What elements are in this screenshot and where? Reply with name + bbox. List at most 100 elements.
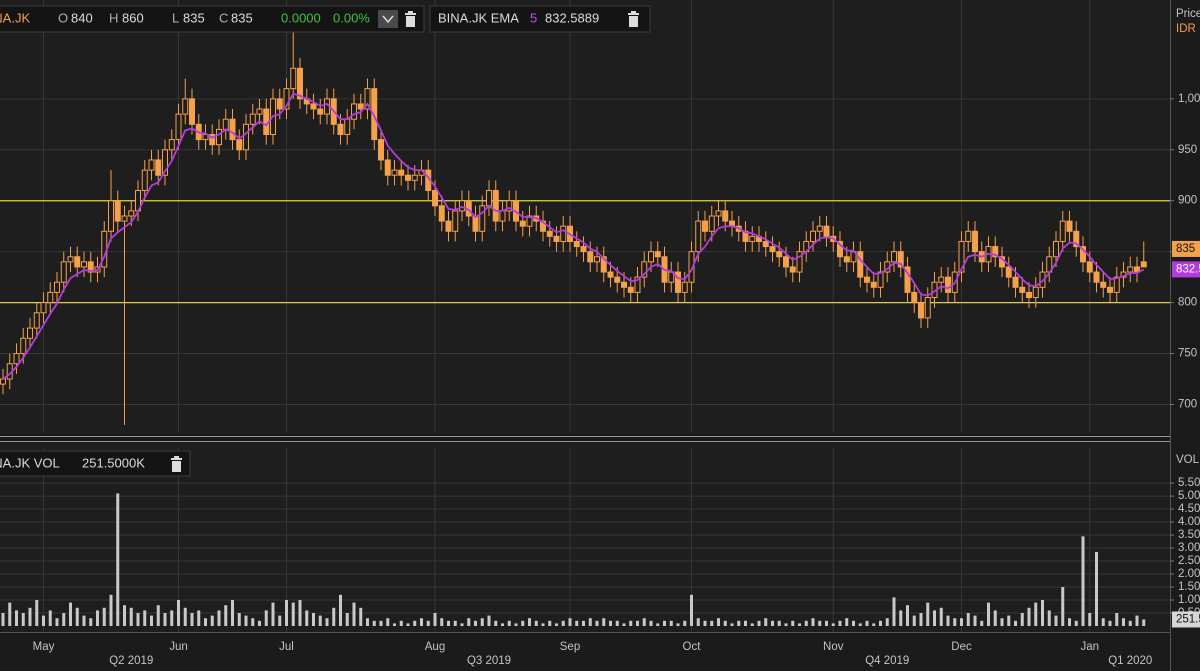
volume-bar (663, 620, 666, 626)
volume-bar (129, 607, 133, 626)
volume-bar (825, 620, 828, 626)
volume-bar (89, 618, 93, 626)
candle-body (945, 276, 951, 293)
candle-body (1107, 286, 1113, 293)
volume-bar (588, 618, 592, 626)
candle-body (648, 251, 654, 263)
volume-bar (872, 623, 876, 626)
volume-bar (703, 620, 707, 626)
candle-body (607, 271, 614, 278)
volume-bar (102, 607, 106, 626)
volume-bar (1108, 620, 1112, 626)
candle-body (87, 261, 94, 273)
y-tick-label: 750 (1178, 348, 1197, 360)
candle-body (938, 276, 945, 283)
delete-button[interactable] (171, 456, 182, 472)
dropdown-bg[interactable] (378, 10, 398, 28)
ema-tag-label: 832.5889 (1176, 263, 1200, 275)
volume-bar (271, 602, 275, 626)
volume-bar (568, 618, 572, 626)
candle-body (519, 220, 526, 227)
delete-button[interactable] (628, 11, 639, 27)
candle-body (40, 302, 47, 314)
candle-body (243, 123, 249, 151)
candle-body (128, 210, 135, 217)
volume-bar (723, 620, 727, 626)
x-tick-label: Jan (1080, 641, 1099, 653)
y-tick-label: 2.00M (1178, 568, 1200, 580)
volume-bar (1007, 615, 1011, 626)
candle-body (1073, 230, 1080, 248)
volume-bar (210, 615, 214, 626)
candle-body (715, 210, 722, 217)
candle-body (344, 118, 351, 135)
y-tick-label: 1,000 (1178, 93, 1200, 105)
volume-bar (561, 620, 565, 626)
volume-bar (305, 610, 309, 626)
volume-bar (683, 620, 687, 626)
volume-bar (325, 618, 329, 626)
candle-body (337, 123, 344, 135)
ema-legend-box (429, 5, 651, 33)
x-tick-label: Nov (823, 641, 844, 653)
low-letter: L (172, 10, 179, 25)
y-tick-label: 3.00M (1178, 542, 1200, 554)
x-tick-label: Aug (425, 641, 445, 653)
volume-bar (757, 620, 761, 626)
volume-bar (332, 607, 336, 626)
y-tick-label: 3.50M (1178, 529, 1200, 541)
volume-bar (987, 602, 990, 626)
trash-handle (174, 456, 179, 458)
y-tick-label: 5.00M (1178, 490, 1200, 502)
volume-bar (170, 610, 174, 626)
candle-body (1005, 266, 1012, 278)
trash-handle (408, 11, 413, 13)
candle-body (546, 230, 553, 237)
candle-body (20, 337, 27, 355)
volume-bar (244, 615, 248, 626)
candle-body (452, 210, 459, 232)
delete-button[interactable] (405, 11, 416, 27)
volume-bar (514, 623, 518, 626)
volume-bar (318, 615, 322, 626)
volume-bar (602, 618, 606, 626)
volume-bar (906, 605, 909, 626)
volume-bar (231, 600, 234, 626)
axis-layer: 1,0009509008508007507000.50M1.00M1.50M2.… (33, 93, 1200, 667)
y-tick-label: 4.50M (1178, 503, 1200, 515)
y-tick-label: 1.50M (1178, 581, 1200, 593)
ohlc-legend-box (0, 5, 425, 33)
low-value: 835 (183, 10, 205, 25)
candle-body (810, 230, 816, 242)
volume-bar (926, 602, 930, 626)
x-tick-label: Oct (683, 641, 702, 653)
candle-body (378, 139, 384, 161)
candle-body (641, 261, 648, 278)
volume-bar (1027, 607, 1031, 626)
candle-body (405, 174, 411, 181)
candle-body (297, 67, 303, 100)
y-tick-label: 1.00M (1178, 594, 1200, 606)
ema-label: BINA.JK EMA (438, 10, 519, 25)
close-value: 835 (231, 10, 253, 25)
volume-bar (372, 620, 376, 626)
candle-body (857, 251, 864, 278)
candle-body (33, 312, 40, 329)
dropdown-button[interactable] (378, 10, 398, 28)
candle-body (749, 235, 756, 242)
candle-body (54, 281, 60, 293)
quarter-label: Q3 2019 (467, 655, 511, 667)
price-axis-title: Price (1176, 8, 1200, 20)
volume-bar (696, 618, 700, 626)
volume-bar (960, 618, 963, 626)
candle-body (972, 230, 978, 253)
ema-line (2, 92, 1145, 380)
volume-bar (609, 620, 612, 626)
volume-bar (123, 605, 126, 626)
volume-bar (838, 620, 842, 626)
candle-body (675, 271, 681, 293)
candle-body (681, 281, 688, 293)
volume-bar (352, 602, 356, 626)
candle-body (1012, 276, 1019, 288)
